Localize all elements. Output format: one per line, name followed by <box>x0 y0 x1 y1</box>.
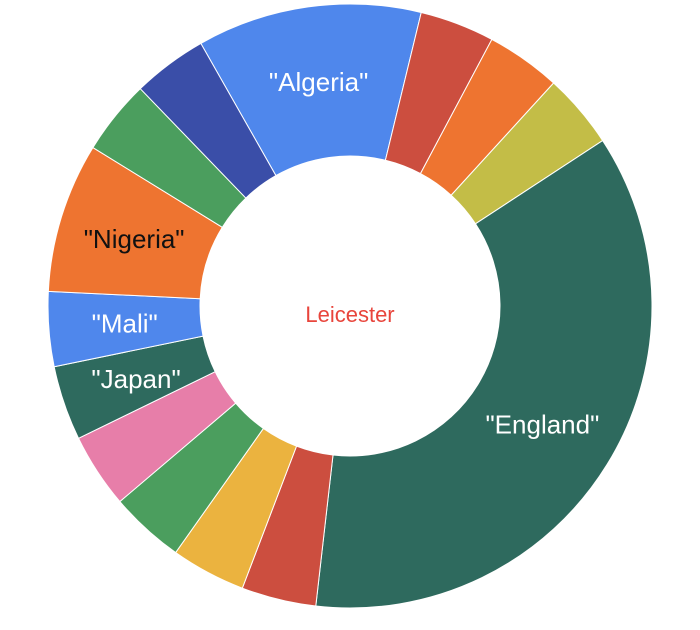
slice-label-england: "England" <box>485 410 599 440</box>
slice-label-nigeria: "Nigeria" <box>84 224 185 254</box>
slice-england <box>315 139 653 609</box>
slice-14 <box>139 42 277 199</box>
slice-label-mali: "Mali" <box>92 308 158 338</box>
labels-group: "Algeria" "England" "Japan" "Mali" "Nigeria" <box>84 67 600 439</box>
slice-label-japan: "Japan" <box>91 364 180 394</box>
slices-group <box>47 3 653 609</box>
center-label: Leicester <box>305 302 394 327</box>
slice-label-algeria: "Algeria" <box>269 67 368 97</box>
